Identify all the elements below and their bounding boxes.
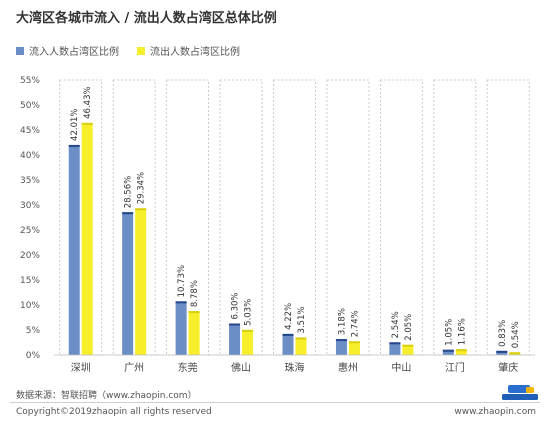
data-label-outflow: 5.03% <box>244 299 254 326</box>
x-tick-label: 广州 <box>124 362 144 374</box>
y-tick-label: 10% <box>20 301 40 311</box>
bar-outflow <box>295 337 307 355</box>
data-label-outflow: 29.34% <box>137 172 147 204</box>
data-label-inflow: 28.56% <box>124 176 134 208</box>
x-tick-label: 中山 <box>391 361 411 374</box>
bar-inflow <box>335 339 347 355</box>
x-tick-label: 珠海 <box>285 361 305 374</box>
bar-outflow-cap <box>188 311 200 314</box>
data-label-outflow: 3.51% <box>297 306 307 333</box>
bar-inflow-cap <box>229 323 241 326</box>
x-tick-label: 东莞 <box>178 361 198 374</box>
data-label-inflow: 2.54% <box>391 311 401 338</box>
bar-outflow-cap <box>295 337 307 340</box>
bar-inflow <box>175 301 187 355</box>
y-tick-label: 5% <box>26 326 41 336</box>
bar-inflow-cap <box>496 350 508 353</box>
category-column <box>326 79 370 356</box>
legend-swatch-outflow <box>137 46 145 55</box>
y-tick-label: 15% <box>20 276 40 286</box>
bar-inflow-cap <box>442 349 454 352</box>
legend-item-outflow: 流出人数占湾区比例 <box>137 43 240 58</box>
x-tick-label: 佛山 <box>231 361 251 374</box>
y-tick-label: 25% <box>20 226 40 236</box>
bar-outflow-cap <box>242 329 254 332</box>
bar-inflow <box>389 342 401 355</box>
data-label-inflow: 42.01% <box>70 109 80 141</box>
y-tick-label: 55% <box>20 76 40 86</box>
bar-outflow-cap <box>348 341 360 344</box>
data-label-inflow: 10.73% <box>177 265 187 297</box>
y-tick-label: 45% <box>20 126 40 136</box>
category-column <box>273 79 316 356</box>
bar-inflow-cap <box>389 342 401 345</box>
bar-chart: 0% 5% 10% 15% 20% 25% 30% 35% 40% 45% 50% 55% 42.01%… <box>20 76 535 374</box>
x-tick-label: 惠州 <box>338 361 358 374</box>
data-label-outflow: 1.16% <box>457 318 467 345</box>
bar-inflow <box>496 350 508 355</box>
data-label-inflow: 6.30% <box>231 292 241 319</box>
y-tick-label: 20% <box>20 251 40 261</box>
bar-outflow <box>242 329 254 355</box>
bar-outflow <box>135 208 147 355</box>
bar-outflow <box>402 344 414 355</box>
bar-outflow-cap <box>402 344 414 347</box>
legend-item-inflow: 流入人数占湾区比例 <box>16 43 119 58</box>
zhaopin-logo-icon <box>502 385 538 400</box>
category-column <box>433 79 477 356</box>
bar-outflow <box>348 341 360 355</box>
copyright-text: Copyright©2019zhaopin all rights reserve… <box>16 407 212 417</box>
y-tick-label: 30% <box>20 201 40 211</box>
data-label-outflow: 2.05% <box>404 314 414 341</box>
bar-inflow <box>442 349 454 355</box>
y-tick-label: 35% <box>20 176 40 186</box>
bar-outflow-cap <box>509 352 521 355</box>
category-column <box>112 79 156 356</box>
bar-outflow <box>188 311 200 355</box>
bar-inflow <box>282 333 294 355</box>
bar-inflow <box>229 323 241 355</box>
x-tick-label: 深圳 <box>71 362 91 374</box>
legend-label-outflow: 流出人数占湾区比例 <box>150 47 240 58</box>
data-label-outflow: 46.43% <box>83 86 93 118</box>
category-column <box>486 79 530 356</box>
y-tick-label: 50% <box>20 101 40 111</box>
legend-swatch-inflow <box>16 46 24 55</box>
y-tick-label: 40% <box>20 151 40 161</box>
x-tick-label: 江门 <box>445 361 465 374</box>
bar-outflow <box>455 349 467 355</box>
x-tick-label: 肇庆 <box>498 361 518 374</box>
chart-title: 大湾区各城市流入 / 流出人数占湾区总体比例 <box>16 11 277 26</box>
bar-inflow-cap <box>335 339 347 342</box>
bar-inflow <box>68 144 80 355</box>
bar-outflow <box>81 122 93 355</box>
data-label-inflow: 0.83% <box>498 320 508 347</box>
bar-outflow-cap <box>135 208 147 211</box>
bar-inflow-cap <box>122 212 134 215</box>
y-tick-label: 0% <box>26 351 41 361</box>
data-label-inflow: 3.18% <box>337 308 347 335</box>
data-label-outflow: 2.74% <box>350 310 360 337</box>
bar-outflow-cap <box>81 122 93 125</box>
data-source-note: 数据来源：智联招聘（www.zhaopin.com） <box>16 391 197 401</box>
footer-divider <box>10 402 540 403</box>
category-column <box>379 79 423 356</box>
chart-legend: 流入人数占湾区比例 流出人数占湾区比例 <box>16 43 258 58</box>
bar-inflow <box>122 212 134 355</box>
data-label-outflow: 0.54% <box>511 321 521 348</box>
bar-outflow-cap <box>455 349 467 352</box>
category-column <box>166 79 210 356</box>
data-label-inflow: 1.05% <box>444 319 454 346</box>
website-text: www.zhaopin.com <box>454 407 536 417</box>
data-label-inflow: 4.22% <box>284 303 294 330</box>
category-column <box>219 79 263 356</box>
category-column <box>59 79 103 356</box>
bar-inflow-cap <box>175 301 187 304</box>
bar-inflow-cap <box>282 333 294 336</box>
bar-inflow-cap <box>68 144 80 147</box>
data-label-outflow: 8.78% <box>190 280 200 307</box>
legend-label-inflow: 流入人数占湾区比例 <box>29 47 119 58</box>
